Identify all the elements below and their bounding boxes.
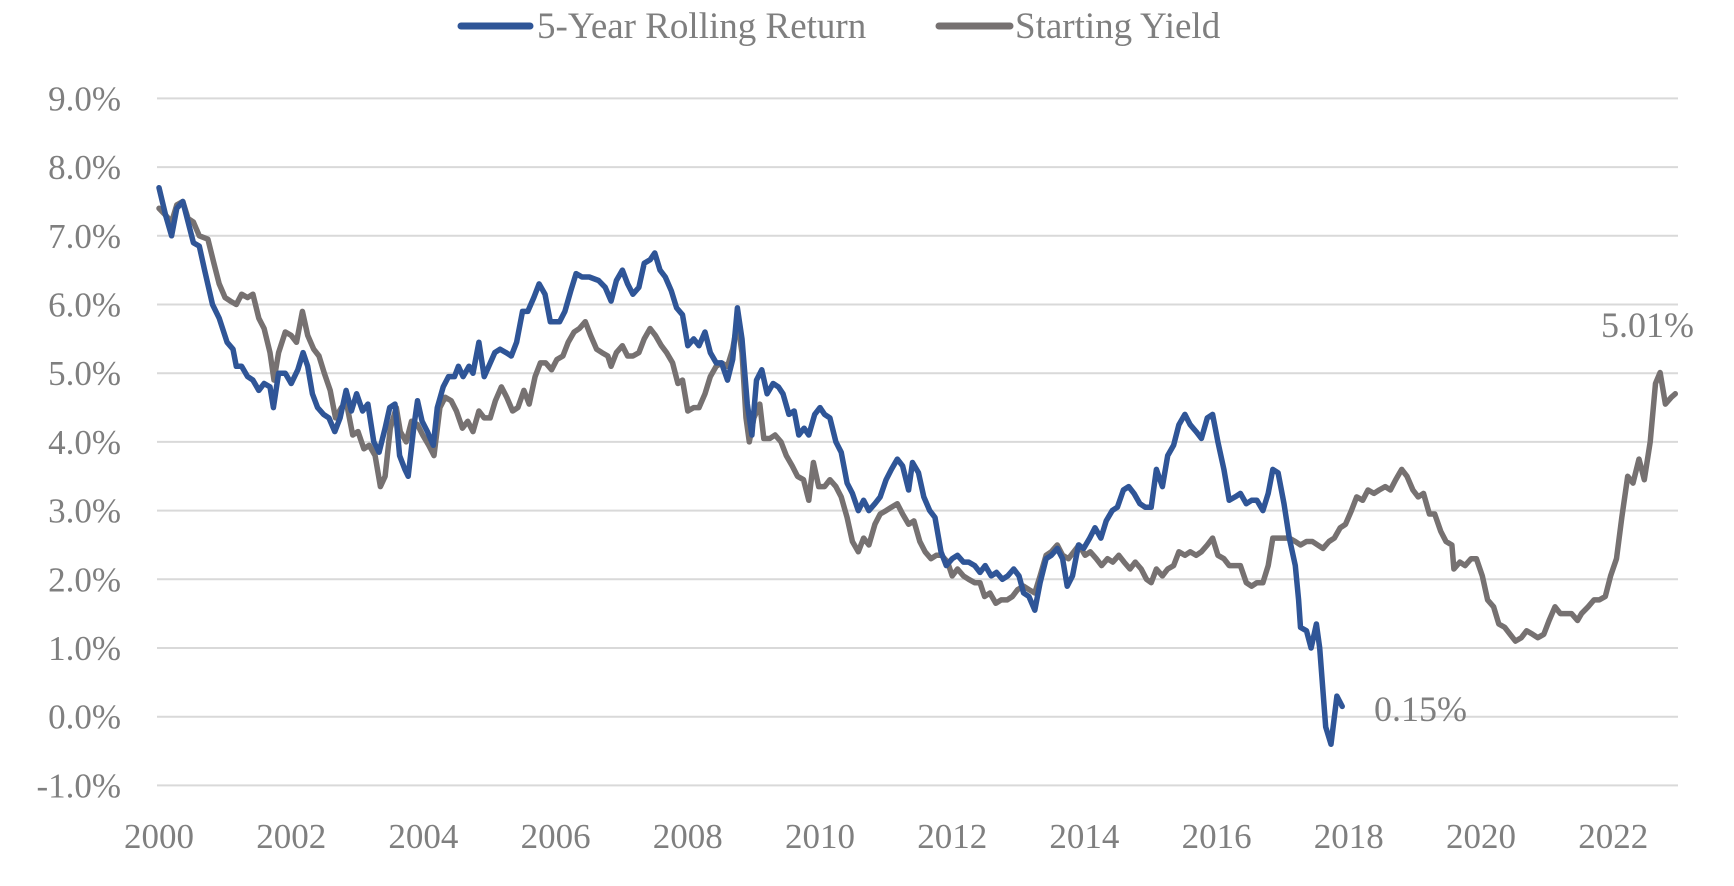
y-tick-label: 5.0% bbox=[48, 354, 121, 393]
end-label-starting-yield: 5.01% bbox=[1601, 305, 1694, 345]
legend-label-starting-yield: Starting Yield bbox=[1015, 6, 1221, 47]
x-tick-label: 2000 bbox=[124, 817, 194, 856]
legend: 5-Year Rolling Return Starting Yield bbox=[457, 6, 1221, 47]
legend-label-rolling-return: 5-Year Rolling Return bbox=[537, 6, 866, 47]
y-tick-label: 2.0% bbox=[48, 560, 121, 599]
y-tick-label: 6.0% bbox=[48, 286, 121, 325]
y-tick-label: 8.0% bbox=[48, 148, 121, 187]
x-tick-label: 2022 bbox=[1578, 817, 1648, 856]
y-tick-label: 7.0% bbox=[48, 217, 121, 256]
end-label-rolling-return: 0.15% bbox=[1374, 689, 1467, 729]
gridlines bbox=[157, 97, 1678, 787]
y-tick-label: 1.0% bbox=[48, 629, 121, 668]
x-tick-label: 2014 bbox=[1049, 817, 1119, 856]
x-tick-label: 2018 bbox=[1314, 817, 1384, 856]
series-lines bbox=[156, 184, 1679, 747]
series-line-5-year-rolling-return bbox=[156, 184, 1345, 747]
y-tick-label: 0.0% bbox=[48, 698, 121, 737]
x-tick-label: 2006 bbox=[521, 817, 591, 856]
x-axis-tick-labels: 2000 2002 2004 2006 2008 2010 2012 2014 2016 2018… bbox=[124, 817, 1648, 856]
x-tick-label: 2004 bbox=[388, 817, 458, 856]
x-tick-label: 2010 bbox=[785, 817, 855, 856]
y-tick-label: 4.0% bbox=[48, 423, 121, 462]
y-tick-label: 3.0% bbox=[48, 492, 121, 531]
x-tick-label: 2020 bbox=[1446, 817, 1516, 856]
x-tick-label: 2002 bbox=[256, 817, 326, 856]
x-tick-label: 2008 bbox=[653, 817, 723, 856]
y-tick-label: 9.0% bbox=[48, 79, 121, 118]
x-tick-label: 2016 bbox=[1182, 817, 1252, 856]
y-axis-tick-labels: -1.0% 0.0% 1.0% 2.0% 3.0% 4.0% 5.0% 6.0% 7.0% 8.0… bbox=[36, 79, 121, 805]
x-tick-label: 2012 bbox=[917, 817, 987, 856]
y-tick-label: -1.0% bbox=[36, 766, 121, 805]
